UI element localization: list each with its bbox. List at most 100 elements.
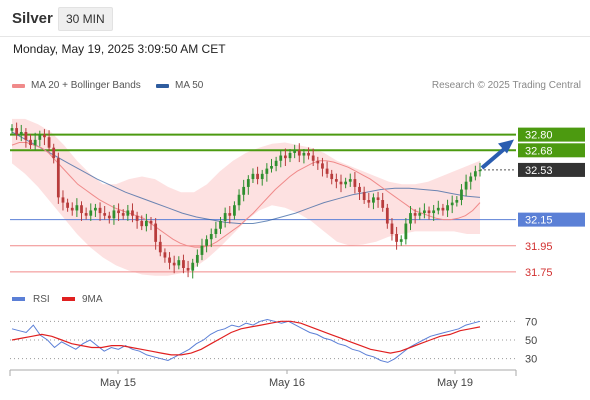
ma20-line <box>11 142 481 248</box>
level-tag-bg <box>518 212 585 227</box>
legend-ma50-swatch <box>156 83 169 88</box>
last-price-tag-bg <box>518 162 585 177</box>
candle-body <box>427 210 431 214</box>
candle-body <box>209 234 213 240</box>
candle-body <box>283 155 287 159</box>
candle-body <box>24 132 28 140</box>
candle-body <box>325 168 329 174</box>
candle-body <box>75 205 79 211</box>
candle-body <box>330 173 334 180</box>
candle-body <box>29 139 32 146</box>
candle-body <box>158 241 162 253</box>
candle-body <box>15 128 19 135</box>
candle-body <box>131 210 134 216</box>
candle-body <box>385 207 389 224</box>
ma9-legend-label: 9MA <box>82 294 103 305</box>
candle-body <box>135 215 139 221</box>
legend-ma20-swatch <box>12 83 25 88</box>
candle-body <box>441 207 445 211</box>
candle-body <box>372 197 375 203</box>
rsi-tick-label: 50 <box>525 335 537 347</box>
candle-body <box>348 179 352 182</box>
timeframe-button[interactable]: 30 MIN <box>58 7 113 31</box>
candle-body <box>33 139 37 146</box>
candle-body <box>191 262 195 271</box>
candle-body <box>200 245 204 255</box>
candle-body <box>89 210 93 216</box>
level-label: 32.80 <box>525 130 553 142</box>
instrument-title: Silver <box>12 10 53 27</box>
rsi-line <box>11 318 481 363</box>
level-label: 32.68 <box>525 145 553 157</box>
candle-body <box>84 213 88 216</box>
forecast-arrow-head <box>498 139 514 154</box>
candle-body <box>154 223 158 242</box>
candle-body <box>242 186 246 195</box>
rsi-legend-label: RSI <box>33 294 50 305</box>
candle-body <box>251 173 255 180</box>
candle-body <box>172 262 176 266</box>
copyright-text: Research © 2025 Trading Central <box>431 80 581 91</box>
candle-body <box>260 173 264 180</box>
candle-body <box>237 194 241 206</box>
candle-body <box>399 239 403 242</box>
candle-body <box>469 176 473 182</box>
candle-body <box>381 200 385 208</box>
rsi-tick-label: 70 <box>525 316 537 328</box>
candle-body <box>311 155 315 161</box>
level-tag-bg <box>518 143 585 158</box>
candle-body <box>56 158 60 198</box>
candle-body <box>358 186 361 193</box>
candle-body <box>362 192 366 200</box>
candle-body <box>126 210 130 216</box>
candle-body <box>404 223 408 240</box>
rsi-ma9-line <box>11 320 481 356</box>
candle-body <box>163 252 167 258</box>
candle-body <box>274 160 278 166</box>
candle-body <box>334 179 338 182</box>
candle-body <box>19 132 23 135</box>
candle-body <box>70 207 74 211</box>
candle-body <box>409 213 412 224</box>
candle-body <box>302 152 306 156</box>
candle-body <box>43 134 46 138</box>
rsi-tick-label: 30 <box>525 354 537 366</box>
candle-body <box>117 210 120 214</box>
level-label: 32.15 <box>525 215 553 227</box>
candle-body <box>321 163 324 169</box>
candle-body <box>478 169 482 172</box>
candle-body <box>80 205 83 214</box>
candle-body <box>353 179 357 187</box>
candle-body <box>112 210 116 219</box>
candle-body <box>195 254 199 263</box>
candle-body <box>418 213 422 216</box>
candle-body <box>61 197 65 203</box>
chart-datetime: Monday, May 19, 2025 3:09:50 AM CET <box>13 42 226 56</box>
candle-body <box>265 168 269 174</box>
candle-body <box>182 260 185 268</box>
candle-body <box>316 160 320 164</box>
candle-body <box>177 260 181 266</box>
candle-body <box>246 179 250 187</box>
candle-body <box>205 239 209 246</box>
candle-body <box>219 220 222 229</box>
candle-body <box>214 228 218 234</box>
candle-body <box>339 181 343 185</box>
legend-ma20: MA 20 + Bollinger Bands <box>12 80 141 91</box>
candle-body <box>436 207 440 211</box>
candle-body <box>395 234 398 242</box>
candle-body <box>186 268 190 271</box>
x-tick-label: May 19 <box>437 377 473 389</box>
candle-body <box>464 181 468 190</box>
candle-body <box>38 134 42 140</box>
x-tick-label: May 15 <box>100 377 136 389</box>
candle-body <box>270 166 273 169</box>
candle-body <box>168 257 171 263</box>
candle-body <box>223 213 227 221</box>
candle-body <box>103 213 107 216</box>
bollinger-band <box>12 118 480 276</box>
candle-body <box>460 189 463 200</box>
legend-ma50-label: MA 50 <box>175 80 204 91</box>
candle-body <box>455 200 459 203</box>
